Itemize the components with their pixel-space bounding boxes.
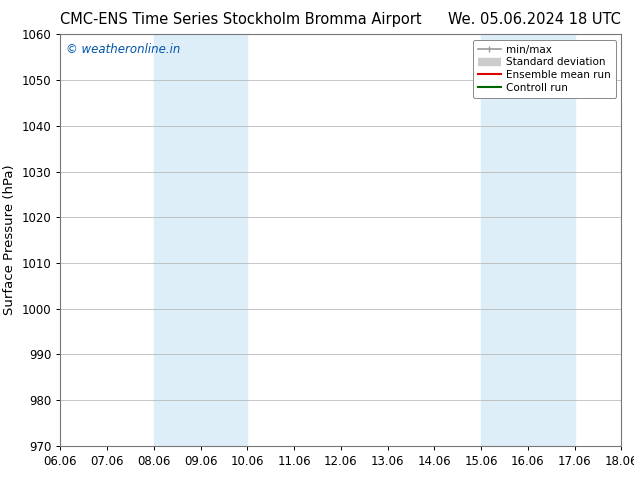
Legend: min/max, Standard deviation, Ensemble mean run, Controll run: min/max, Standard deviation, Ensemble me… (473, 40, 616, 98)
Y-axis label: Surface Pressure (hPa): Surface Pressure (hPa) (3, 165, 16, 316)
Bar (481, 34, 527, 446)
Text: © weatheronline.in: © weatheronline.in (66, 43, 180, 55)
Text: We. 05.06.2024 18 UTC: We. 05.06.2024 18 UTC (448, 12, 621, 27)
Text: CMC-ENS Time Series Stockholm Bromma Airport: CMC-ENS Time Series Stockholm Bromma Air… (60, 12, 422, 27)
Bar (527, 34, 574, 446)
Bar (153, 34, 200, 446)
Bar (200, 34, 247, 446)
